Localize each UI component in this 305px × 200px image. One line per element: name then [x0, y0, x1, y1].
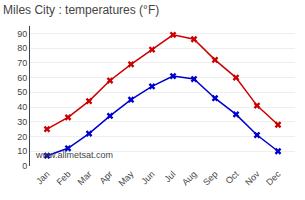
svg-text:40: 40	[17, 102, 27, 112]
svg-text:70: 70	[17, 58, 27, 68]
svg-text:Feb: Feb	[55, 169, 73, 187]
svg-text:60: 60	[17, 73, 27, 83]
svg-text:20: 20	[17, 132, 27, 142]
svg-text:Jan: Jan	[34, 169, 51, 186]
svg-text:30: 30	[17, 117, 27, 127]
svg-text:90: 90	[17, 29, 27, 39]
svg-text:50: 50	[17, 87, 27, 97]
svg-text:80: 80	[17, 43, 27, 53]
svg-text:www.allmetsat.com: www.allmetsat.com	[35, 150, 113, 160]
svg-text:Oct: Oct	[224, 169, 241, 186]
svg-text:Dec: Dec	[264, 169, 283, 188]
svg-text:Aug: Aug	[180, 169, 198, 187]
svg-text:Jun: Jun	[139, 169, 156, 186]
svg-text:0: 0	[22, 161, 27, 171]
svg-text:Sep: Sep	[201, 169, 219, 187]
svg-text:Nov: Nov	[243, 169, 262, 188]
svg-text:Jul: Jul	[162, 169, 177, 184]
svg-text:Apr: Apr	[98, 169, 115, 186]
svg-text:Mar: Mar	[76, 169, 94, 187]
svg-text:May: May	[116, 169, 135, 188]
svg-text:10: 10	[17, 146, 27, 156]
svg-text:Miles City : temperatures (°F): Miles City : temperatures (°F)	[3, 3, 159, 17]
